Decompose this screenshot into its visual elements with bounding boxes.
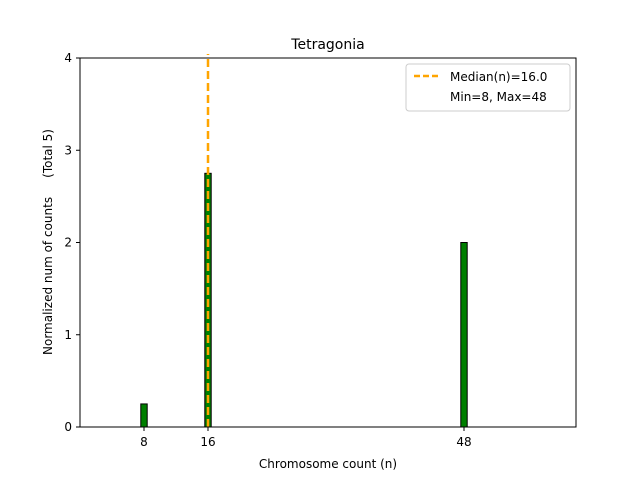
y-tick-label-3: 3 xyxy=(64,143,72,157)
bar-n-48 xyxy=(460,242,468,428)
legend-entry-min-max: Min=8, Max=48 xyxy=(450,90,547,104)
y-tick-label-2: 2 xyxy=(64,236,72,250)
y-tick-label-1: 1 xyxy=(64,328,72,342)
chart-title: Tetragonia xyxy=(290,37,364,53)
bar-n-8 xyxy=(140,403,148,428)
y-tick-label-4: 4 xyxy=(64,51,72,65)
y-axis-label: Normalized num of counts (Total 5) xyxy=(41,129,55,355)
x-tick-label-8: 8 xyxy=(140,435,148,449)
plot-area: 8 16 48 0 1 2 3 4 xyxy=(64,51,577,449)
legend-frame xyxy=(405,63,571,112)
x-axis-label: Chromosome count (n) xyxy=(259,457,397,471)
x-tick-label-16: 16 xyxy=(200,435,215,449)
legend: Median(n)=16.0 Min=8, Max=48 xyxy=(405,63,571,112)
y-tick-label-0: 0 xyxy=(64,420,72,434)
legend-entry-median: Median(n)=16.0 xyxy=(450,70,547,84)
x-tick-label-48: 48 xyxy=(456,435,471,449)
